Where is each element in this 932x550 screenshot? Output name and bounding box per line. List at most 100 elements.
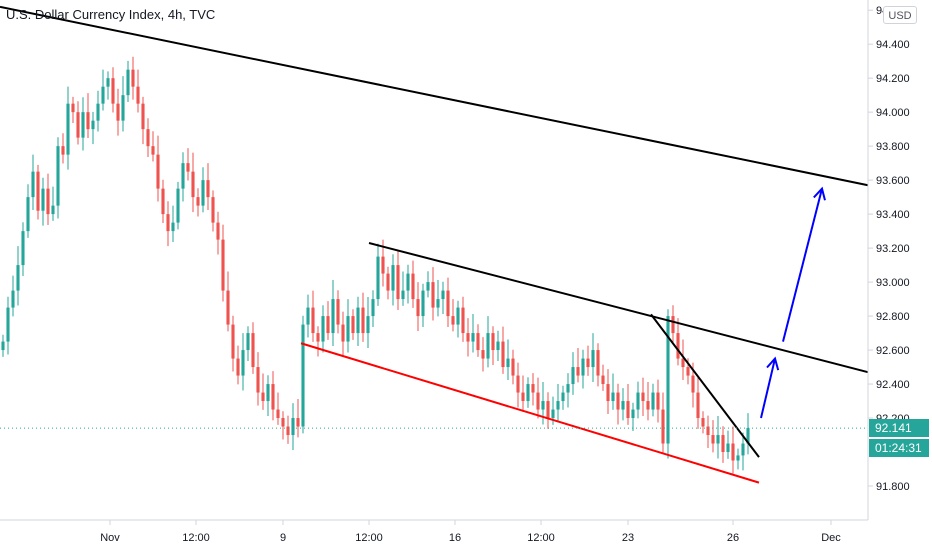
candle-body (581, 358, 585, 376)
candle-body (91, 120, 95, 130)
candle-body (591, 350, 595, 368)
candle-body (191, 171, 195, 198)
candle-body (641, 392, 645, 402)
channel-support[interactable] (300, 342, 760, 484)
candle-body (676, 333, 680, 359)
candle-body (261, 392, 265, 402)
candle-body (41, 188, 45, 211)
currency-button[interactable]: USD (883, 6, 917, 24)
y-axis[interactable]: 94.60094.40094.20094.00093.80093.60093.4… (868, 5, 910, 493)
candle-body (86, 112, 90, 130)
candle-body (176, 188, 180, 223)
candle-body (11, 290, 15, 308)
candle-body (256, 367, 260, 393)
candle-body (386, 273, 390, 291)
y-tick-label: 92.600 (876, 345, 910, 357)
candle-body (471, 333, 475, 342)
candle-body (686, 367, 690, 376)
candle-body (271, 384, 275, 410)
candle-body (221, 239, 225, 291)
candle-body (246, 333, 250, 351)
candle-body (151, 146, 155, 155)
candle-body (116, 103, 120, 121)
candle-body (701, 418, 705, 427)
candle-body (111, 78, 115, 104)
candle-body (76, 112, 80, 138)
candle-body (406, 273, 410, 291)
candle-body (621, 401, 625, 410)
candle-body (21, 231, 25, 266)
y-tick-label: 92.400 (876, 379, 910, 391)
candle-body (231, 324, 235, 359)
candle-body (346, 316, 350, 342)
candle-body (161, 188, 165, 215)
candle-body (331, 299, 335, 334)
candle-body (611, 392, 615, 402)
candle-body (171, 222, 175, 232)
candle-body (56, 146, 60, 206)
x-tick-label: 9 (280, 532, 286, 544)
candle-body (576, 367, 580, 376)
target-arrow-2-head (813, 186, 826, 201)
candle-body (481, 350, 485, 359)
candle-body (706, 426, 710, 436)
candle-body (496, 341, 500, 351)
target-arrow-1-shaft (760, 358, 776, 419)
candle-body (206, 180, 210, 198)
y-tick-label: 93.800 (876, 141, 910, 153)
upper-long-resistance[interactable] (0, 5, 869, 187)
candle-body (126, 69, 130, 96)
x-tick-label: Dec (821, 532, 841, 544)
candle-body (501, 341, 505, 368)
candles-group (1, 56, 750, 474)
candle-body (81, 112, 85, 138)
candle-body (216, 222, 220, 240)
target-arrow-1[interactable] (760, 356, 780, 419)
candle-body (696, 392, 700, 419)
candle-body (646, 401, 650, 410)
candle-body (51, 205, 55, 215)
channel-upper[interactable] (368, 242, 869, 374)
candle-body (596, 350, 600, 376)
candle-body (711, 435, 715, 444)
candle-body (546, 401, 550, 419)
candle-body (121, 95, 125, 121)
candle-body (1, 341, 5, 351)
candle-body (476, 333, 480, 351)
candle-body (136, 86, 140, 104)
candle-body (316, 333, 320, 342)
y-tick-label: 92.800 (876, 311, 910, 323)
candle-body (556, 401, 560, 410)
target-arrow-2[interactable] (782, 186, 826, 342)
candle-body (381, 256, 385, 274)
x-axis[interactable]: Nov 12:00 9 12:00 16 12:00 23 26 Dec (100, 520, 841, 544)
candle-body (426, 282, 430, 291)
candle-body (601, 375, 605, 385)
candle-body (411, 273, 415, 300)
candle-body (506, 358, 510, 368)
falling-wedge-resistance[interactable] (650, 313, 760, 458)
x-tick-label: 23 (622, 532, 634, 544)
candle-body (746, 428, 750, 444)
candle-body (6, 307, 10, 342)
candle-body (421, 290, 425, 317)
candle-body (681, 358, 685, 368)
candle-body (401, 290, 405, 300)
candle-body (446, 290, 450, 317)
x-tick-label: 12:00 (182, 532, 210, 544)
chart-title: U.S. Dollar Currency Index, 4h, TVC (6, 7, 216, 22)
x-tick-label: Nov (100, 532, 120, 544)
candle-body (366, 316, 370, 334)
y-tick-label: 94.400 (876, 39, 910, 51)
candle-body (296, 418, 300, 427)
candle-body (101, 86, 105, 104)
candle-body (276, 409, 280, 419)
y-tick-label: 93.600 (876, 175, 910, 187)
y-tick-label: 93.400 (876, 209, 910, 221)
candle-body (726, 443, 730, 453)
target-arrow-1-head (766, 356, 780, 371)
candle-body (536, 392, 540, 410)
candle-body (376, 256, 380, 300)
candle-body (251, 333, 255, 368)
